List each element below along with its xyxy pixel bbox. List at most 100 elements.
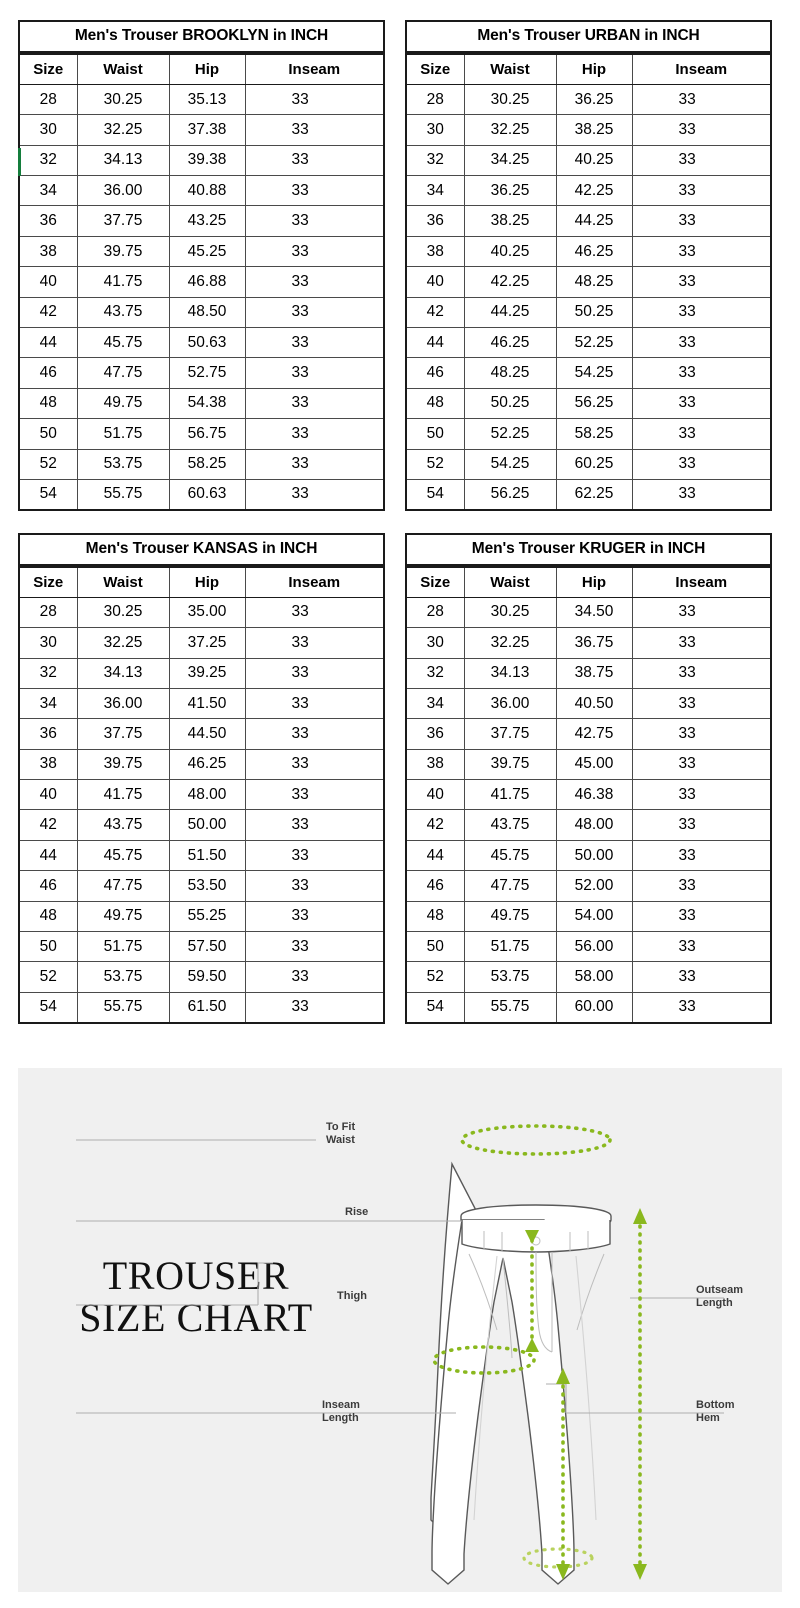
cell-hip: 48.25 [555,266,633,298]
table-row: 36 37.75 44.50 33 [18,718,385,750]
label-thigh: Thigh [337,1290,367,1302]
cell-waist: 43.75 [463,809,557,841]
cell-waist: 36.00 [76,687,170,720]
cell-size: 42 [405,809,465,841]
cell-waist: 36.25 [463,175,557,207]
cell-inseam: 33 [631,175,772,207]
cell-waist: 37.75 [463,718,557,750]
table-header-row: Size Waist Hip Inseam [405,566,772,598]
table-row: 52 54.25 60.25 33 [405,448,772,480]
table-body-kruger: 28 30.25 34.50 33 30 32.25 36.75 33 32 34.13 38.75… [405,596,772,1024]
cell-inseam: 33 [631,144,772,177]
table-row: 34 36.25 42.25 33 [405,175,772,207]
table-row: 46 48.25 54.25 33 [405,357,772,389]
col-header-hip: Hip [168,53,246,85]
table-row: 52 53.75 59.50 33 [18,961,385,993]
cell-waist: 55.75 [76,991,170,1024]
table-row: 28 30.25 35.00 33 [18,596,385,629]
cell-inseam: 33 [244,657,385,689]
table-row: 46 47.75 52.00 33 [405,870,772,902]
cell-size: 54 [18,991,78,1024]
table-row: 48 49.75 55.25 33 [18,900,385,933]
cell-selection-marker [18,148,21,176]
trousers-shape [431,1204,612,1585]
cell-inseam: 33 [244,687,385,720]
col-header-waist: Waist [76,566,170,598]
cell-inseam: 33 [244,387,385,420]
cell-size: 32 [18,144,78,177]
cell-size: 46 [405,357,465,389]
label-outseam-length: Outseam Length [696,1284,744,1310]
cell-hip: 37.38 [168,114,246,146]
cell-inseam: 33 [244,83,385,116]
cell-size: 36 [405,205,465,237]
table-row: 34 36.00 40.50 33 [405,687,772,720]
table-row: 52 53.75 58.25 33 [18,448,385,480]
table-urban: Men's Trouser URBAN in INCH Size Waist H… [405,20,772,511]
table-title-brooklyn: Men's Trouser BROOKLYN in INCH [18,20,385,53]
col-header-inseam: Inseam [244,566,385,598]
cell-inseam: 33 [631,687,772,720]
cell-inseam: 33 [631,900,772,933]
table-row: 30 32.25 37.38 33 [18,114,385,146]
cell-hip: 35.13 [168,83,246,116]
table-row: 50 51.75 56.00 33 [405,931,772,963]
cell-hip: 54.25 [555,357,633,389]
col-header-size: Size [18,53,78,85]
cell-inseam: 33 [244,144,385,177]
cell-size: 34 [405,687,465,720]
cell-hip: 53.50 [168,870,246,902]
cell-hip: 36.25 [555,83,633,116]
cell-size: 46 [405,870,465,902]
cell-waist: 45.75 [76,839,170,872]
cell-waist: 38.25 [463,205,557,237]
cell-hip: 55.25 [168,900,246,933]
cell-size: 54 [18,478,78,511]
cell-size: 30 [405,114,465,146]
cell-size: 46 [18,870,78,902]
cell-hip: 39.38 [168,144,246,177]
table-row: 46 47.75 52.75 33 [18,357,385,389]
cell-inseam: 33 [631,779,772,811]
table-row: 42 43.75 48.50 33 [18,296,385,329]
label-rise: Rise [345,1206,369,1218]
cell-hip: 37.25 [168,627,246,659]
table-row: 52 53.75 58.00 33 [405,961,772,993]
trouser-diagram-panel [18,1068,782,1592]
cell-inseam: 33 [244,900,385,933]
cell-size: 48 [405,387,465,420]
cell-waist: 48.25 [463,357,557,389]
cell-hip: 61.50 [168,991,246,1024]
cell-inseam: 33 [631,448,772,480]
cell-hip: 52.75 [168,357,246,389]
table-row: 38 39.75 45.25 33 [18,235,385,268]
cell-size: 52 [18,448,78,480]
cell-hip: 60.25 [555,448,633,480]
table-row: 32 34.13 38.75 33 [405,657,772,689]
cell-hip: 45.00 [555,748,633,781]
cell-waist: 39.75 [463,748,557,781]
cell-size: 38 [405,748,465,781]
cell-hip: 59.50 [168,961,246,993]
cell-inseam: 33 [631,748,772,781]
cell-hip: 34.50 [555,596,633,629]
table-row: 30 32.25 36.75 33 [405,627,772,659]
cell-inseam: 33 [631,991,772,1024]
table-body-kansas: 28 30.25 35.00 33 30 32.25 37.25 33 32 34.13 39.25… [18,596,385,1024]
table-row: 28 30.25 34.50 33 [405,596,772,629]
table-title-kruger: Men's Trouser KRUGER in INCH [405,532,772,566]
cell-inseam: 33 [631,931,772,963]
cell-size: 40 [18,779,78,811]
cell-waist: 37.75 [76,718,170,750]
cell-size: 38 [18,748,78,781]
cell-hip: 58.00 [555,961,633,993]
table-row: 36 37.75 43.25 33 [18,205,385,237]
cell-inseam: 33 [244,114,385,146]
cell-size: 28 [18,83,78,116]
cell-size: 28 [18,596,78,629]
cell-size: 52 [18,961,78,993]
cell-waist: 47.75 [76,870,170,902]
cell-waist: 41.75 [76,779,170,811]
cell-size: 34 [18,175,78,207]
